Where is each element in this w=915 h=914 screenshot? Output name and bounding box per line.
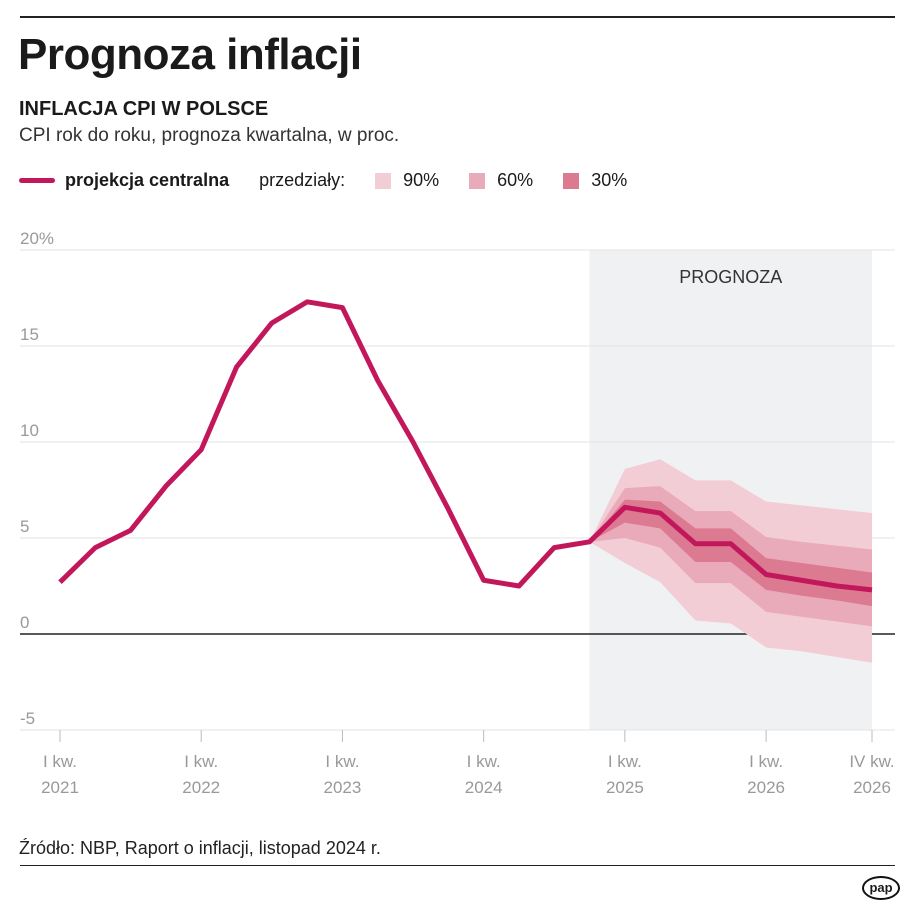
x-tick-year: 2026 <box>747 778 785 797</box>
x-tick-label: IV kw. <box>849 752 894 771</box>
x-tick-year: 2024 <box>465 778 503 797</box>
legend-intervals-label: przedziały: <box>259 170 346 190</box>
legend: projekcja centralna przedziały: 90% 60% … <box>19 170 627 191</box>
y-tick-label: 10 <box>20 421 39 440</box>
y-tick-label: 5 <box>20 517 29 536</box>
legend-line-swatch <box>19 178 55 183</box>
x-tick-year: 2022 <box>182 778 220 797</box>
x-tick-label: I kw. <box>467 752 501 771</box>
y-tick-label: 15 <box>20 325 39 344</box>
bottom-rule <box>20 865 895 866</box>
pap-logo: pap <box>862 876 900 900</box>
x-tick-label: I kw. <box>749 752 783 771</box>
chart-title: Prognoza inflacji <box>18 30 362 79</box>
x-tick-label: I kw. <box>184 752 218 771</box>
legend-swatch-90 <box>375 172 392 189</box>
top-rule <box>20 16 895 18</box>
y-tick-label: -5 <box>20 709 35 728</box>
legend-60: 60% <box>497 170 534 190</box>
x-tick-label: I kw. <box>43 752 77 771</box>
x-tick-year: 2026 <box>853 778 891 797</box>
x-tick-label: I kw. <box>608 752 642 771</box>
chart-description: CPI rok do roku, prognoza kwartalna, w p… <box>19 125 400 146</box>
x-tick-label: I kw. <box>325 752 359 771</box>
x-tick-year: 2023 <box>324 778 362 797</box>
legend-swatch-30 <box>563 172 580 189</box>
x-tick-year: 2021 <box>41 778 79 797</box>
legend-30: 30% <box>591 170 628 190</box>
y-tick-label: 20% <box>20 229 54 248</box>
legend-90: 90% <box>403 170 440 190</box>
legend-swatch-60 <box>469 172 486 189</box>
y-tick-label: 0 <box>20 613 29 632</box>
x-tick-year: 2025 <box>606 778 644 797</box>
central-projection-line <box>58 299 873 593</box>
legend-central: projekcja centralna <box>65 170 230 190</box>
source-note: Źródło: NBP, Raport o inflacji, listopad… <box>19 838 381 858</box>
forecast-label: PROGNOZA <box>679 267 782 287</box>
chart-subtitle: INFLACJA CPI W POLSCE <box>19 98 269 120</box>
